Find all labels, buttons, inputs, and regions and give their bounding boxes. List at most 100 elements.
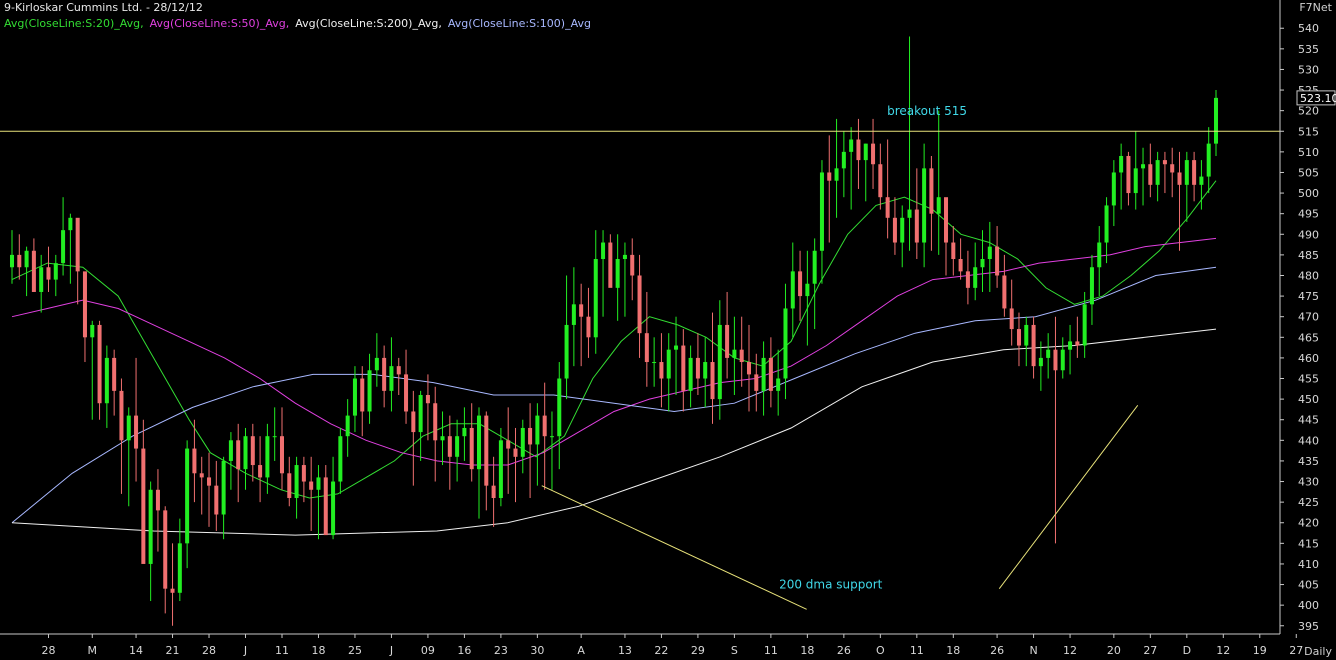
candle [827,135,832,243]
candle-body [389,366,394,391]
candle [666,333,671,412]
x-tick-label: 25 [348,644,362,657]
x-tick-label: 26 [990,644,1004,657]
legend-entry-2: Avg(CloseLine:S:50)_Avg, [149,17,290,30]
candle-body [301,465,306,482]
y-tick-label: 510 [1298,146,1319,159]
x-tick-label: 11 [275,644,289,657]
candle [272,407,277,461]
candle [228,432,233,490]
y-tick-label: 480 [1298,269,1319,282]
candle [593,230,598,354]
candle [564,275,569,400]
candle [374,333,379,387]
candle-body [411,411,416,433]
candle-body [1046,349,1051,358]
candle-body [535,415,540,445]
candle [1031,316,1036,379]
candle [995,226,1000,288]
y-tick-label: 405 [1298,579,1319,592]
y-tick-label: 500 [1298,187,1319,200]
candle [761,341,766,416]
x-tick-label: N [1029,644,1037,657]
candle-body [374,357,379,371]
x-tick-label: A [577,644,585,657]
x-tick-label: 22 [654,644,668,657]
candle [506,407,511,494]
candle-body [250,436,255,466]
candle [1111,160,1116,227]
candle [841,131,846,198]
candle-body [68,217,73,231]
candle [425,374,430,441]
interval-label: Daily [1304,645,1332,658]
candle [513,427,518,503]
candle-body [703,362,708,379]
candle [163,506,168,614]
candle-body [1068,341,1073,350]
candle [1199,160,1204,210]
candle [498,427,503,507]
y-tick-label: 495 [1298,208,1319,221]
candle-body [644,333,649,363]
candle-body [97,324,102,404]
candle [900,205,905,268]
candle [367,353,372,424]
candle-body [666,349,671,379]
candle-body [425,394,430,404]
candle [1192,151,1197,202]
candle [243,427,248,490]
x-tick-label: 13 [618,644,632,657]
candle [61,197,66,276]
candle-body [965,271,970,288]
candle-body [944,197,949,243]
candle-body [1002,275,1007,309]
candle-body [542,415,547,437]
candle [418,390,423,461]
candle-body [608,242,613,288]
candle-body [126,415,131,441]
candle-body [914,209,919,243]
y-tick-label: 425 [1298,496,1319,509]
candle-body [1009,308,1014,330]
ma-line-3 [11,266,1217,524]
y-tick-label: 505 [1298,166,1319,179]
candle [1082,291,1087,358]
candle [885,139,890,239]
candle-body [287,473,292,499]
y-tick-label: 460 [1298,352,1319,365]
candle-body [557,378,562,437]
candle [674,316,679,395]
y-tick-label: 450 [1298,393,1319,406]
candle [53,254,58,297]
candle-body [973,267,978,288]
candle-body [900,217,905,243]
candle-body [819,172,824,251]
candle [447,415,452,490]
candle [141,419,146,564]
candle-body [1184,160,1189,185]
candle [630,238,635,301]
candle [1002,254,1007,317]
candle [768,337,773,408]
candle-body [498,440,503,499]
candle-body [798,271,803,297]
candle [922,143,927,268]
candle-body [871,143,876,165]
candle [491,456,496,527]
annotation-layer: breakout 515 200 dma support [0,104,1280,610]
candle [75,217,80,305]
candle-body [323,477,328,536]
candle-body [761,357,766,391]
candle-body [396,366,401,375]
candle [520,419,525,474]
candle [207,452,212,527]
candle [965,250,970,305]
candle [549,411,554,490]
candle [112,349,117,416]
candle-body [24,250,29,268]
candle-body [82,271,87,338]
x-tick-label: D [1183,644,1191,657]
x-tick-label: 29 [691,644,705,657]
candle-body [936,197,941,214]
